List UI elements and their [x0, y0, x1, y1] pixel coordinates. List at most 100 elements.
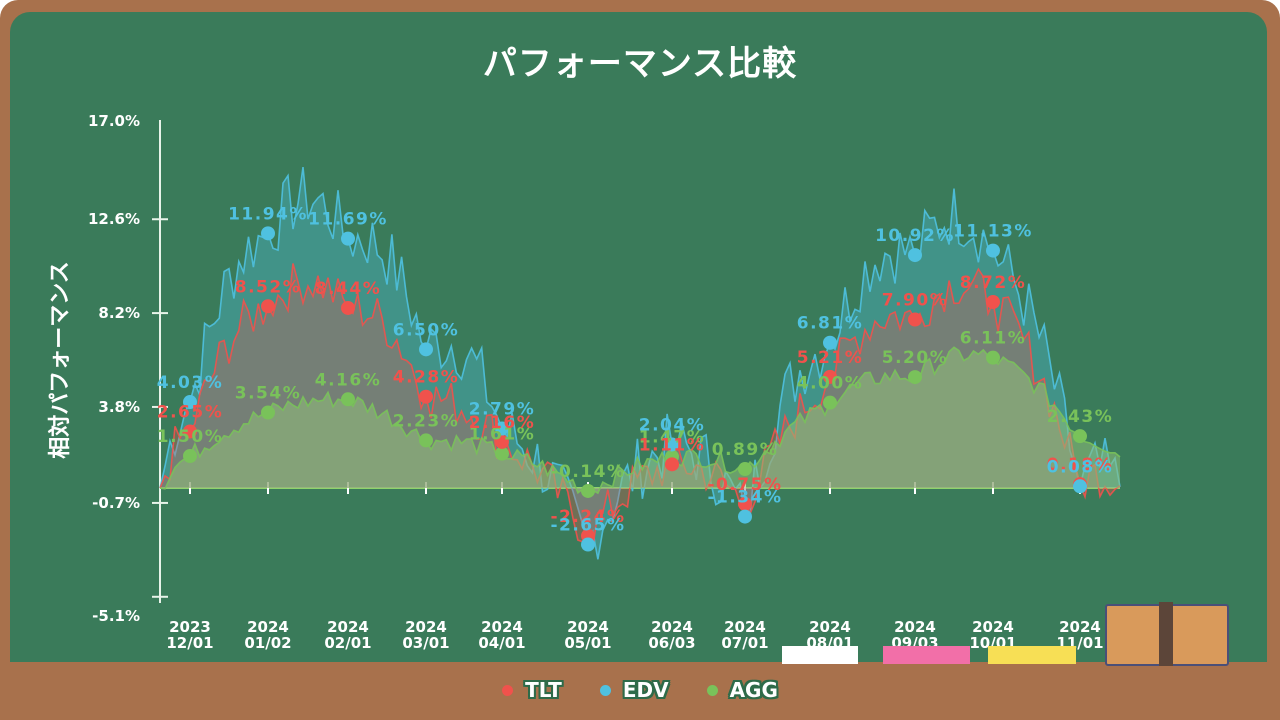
- agg-marker[interactable]: [419, 433, 433, 448]
- agg-data-label: 5.20%: [882, 348, 948, 368]
- x-tick-year: 2023: [169, 618, 211, 636]
- edv-data-label: 11.13%: [953, 222, 1033, 242]
- pink-chalk: [883, 646, 970, 664]
- y-tick-label: 8.2%: [98, 304, 140, 322]
- data-markers: [183, 226, 1087, 552]
- agg-data-label: 2.43%: [1047, 407, 1113, 427]
- tlt-data-label: 2.16%: [469, 413, 535, 433]
- tlt-data-label: 8.52%: [235, 277, 301, 297]
- edv-marker[interactable]: [261, 226, 275, 241]
- x-tick-year: 2024: [1059, 618, 1101, 636]
- agg-marker[interactable]: [261, 405, 275, 420]
- x-tick-year: 2024: [481, 618, 523, 636]
- tlt-marker[interactable]: [986, 295, 1000, 310]
- tlt-marker[interactable]: [665, 457, 679, 472]
- tlt-marker[interactable]: [823, 369, 837, 384]
- chalkboard: [10, 12, 1267, 662]
- agg-marker[interactable]: [495, 446, 509, 461]
- x-tick-year: 2024: [894, 618, 936, 636]
- agg-marker[interactable]: [738, 462, 752, 477]
- legend-label: EDV: [622, 678, 669, 702]
- edv-marker[interactable]: [1073, 479, 1087, 494]
- edv-marker[interactable]: [495, 421, 509, 436]
- agg-data-label: 1.47%: [639, 428, 705, 448]
- tlt-data-label: 4.28%: [393, 368, 459, 388]
- agg-marker[interactable]: [908, 370, 922, 385]
- edv-marker[interactable]: [738, 509, 752, 524]
- y-tick-label: -0.7%: [92, 494, 140, 512]
- x-tick-year: 2024: [809, 618, 851, 636]
- x-tick-date: 03/01: [402, 634, 449, 652]
- x-tick-date: 02/01: [324, 634, 371, 652]
- edv-marker[interactable]: [665, 437, 679, 452]
- x-tick-year: 2024: [327, 618, 369, 636]
- x-tick-year: 2024: [405, 618, 447, 636]
- agg-marker[interactable]: [183, 449, 197, 464]
- agg-dot-icon: [706, 684, 718, 696]
- chart-title: パフォーマンス比較: [482, 44, 798, 84]
- edv-marker[interactable]: [341, 231, 355, 246]
- x-tick-date: 04/01: [478, 634, 525, 652]
- tlt-data-label: 7.90%: [882, 290, 948, 310]
- y-tick-label: 17.0%: [88, 112, 140, 130]
- legend-label: TLT: [525, 678, 562, 702]
- agg-data-label: 1.50%: [157, 427, 223, 447]
- tlt-data-label: 8.44%: [315, 279, 381, 299]
- agg-data-label: 1.61%: [469, 425, 535, 445]
- x-tick-year: 2024: [651, 618, 693, 636]
- edv-data-label: 6.50%: [393, 320, 459, 340]
- agg-marker[interactable]: [823, 395, 837, 410]
- tlt-marker[interactable]: [183, 424, 197, 439]
- edv-marker[interactable]: [986, 243, 1000, 258]
- agg-marker[interactable]: [341, 392, 355, 407]
- tlt-data-label: 8.72%: [960, 273, 1026, 293]
- edv-data-label: 11.94%: [228, 204, 308, 224]
- x-tick-year: 2024: [247, 618, 289, 636]
- edv-data-label: 11.69%: [308, 210, 388, 230]
- edv-data-label: 2.04%: [639, 415, 705, 435]
- edv-data-label: 6.81%: [797, 314, 863, 334]
- agg-data-label: 3.54%: [235, 383, 301, 403]
- edv-marker[interactable]: [419, 342, 433, 357]
- tlt-marker[interactable]: [341, 300, 355, 315]
- tlt-data-label: -2.24%: [550, 507, 625, 527]
- agg-marker[interactable]: [1073, 429, 1087, 444]
- tlt-data-label: 0.18%: [1047, 455, 1113, 475]
- tlt-marker[interactable]: [738, 496, 752, 511]
- legend: TLT EDV AGG: [0, 678, 1280, 702]
- edv-marker[interactable]: [581, 537, 595, 552]
- x-tick-date: 07/01: [721, 634, 768, 652]
- agg-data-label: -0.14%: [550, 462, 625, 482]
- edv-data-label: 10.92%: [875, 226, 955, 246]
- legend-item-agg[interactable]: AGG: [706, 678, 778, 702]
- y-tick-label: 12.6%: [88, 210, 140, 228]
- agg-data-label: 4.00%: [797, 374, 863, 394]
- x-tick-date: 06/03: [648, 634, 695, 652]
- x-tick-year: 2024: [567, 618, 609, 636]
- edv-marker[interactable]: [823, 335, 837, 350]
- tlt-marker[interactable]: [495, 434, 509, 449]
- x-tick-year: 2024: [724, 618, 766, 636]
- edv-marker[interactable]: [183, 395, 197, 410]
- data-labels: 1.50% 3.54% 4.16% 2.23% 1.61% -0.14% 1.47% 0.89…: [157, 204, 1113, 535]
- tlt-data-label: -0.75%: [707, 475, 782, 495]
- tlt-marker[interactable]: [261, 299, 275, 314]
- yellow-chalk: [988, 646, 1076, 664]
- agg-marker[interactable]: [986, 350, 1000, 365]
- eraser-band: [1159, 602, 1173, 666]
- legend-item-tlt[interactable]: TLT: [502, 678, 562, 702]
- agg-data-label: 0.89%: [712, 440, 778, 460]
- edv-dot-icon: [599, 684, 611, 696]
- y-tick-label: -5.1%: [92, 607, 140, 625]
- tlt-marker[interactable]: [419, 389, 433, 404]
- tlt-data-label: 1.11%: [639, 435, 705, 455]
- tlt-dot-icon: [502, 684, 514, 696]
- legend-item-edv[interactable]: EDV: [599, 678, 669, 702]
- y-tick-label: 3.8%: [98, 398, 140, 416]
- edv-data-label: 0.08%: [1047, 457, 1113, 477]
- edv-data-label: 2.79%: [469, 399, 535, 419]
- edv-marker[interactable]: [908, 248, 922, 263]
- agg-marker[interactable]: [581, 483, 595, 498]
- tlt-marker[interactable]: [908, 312, 922, 327]
